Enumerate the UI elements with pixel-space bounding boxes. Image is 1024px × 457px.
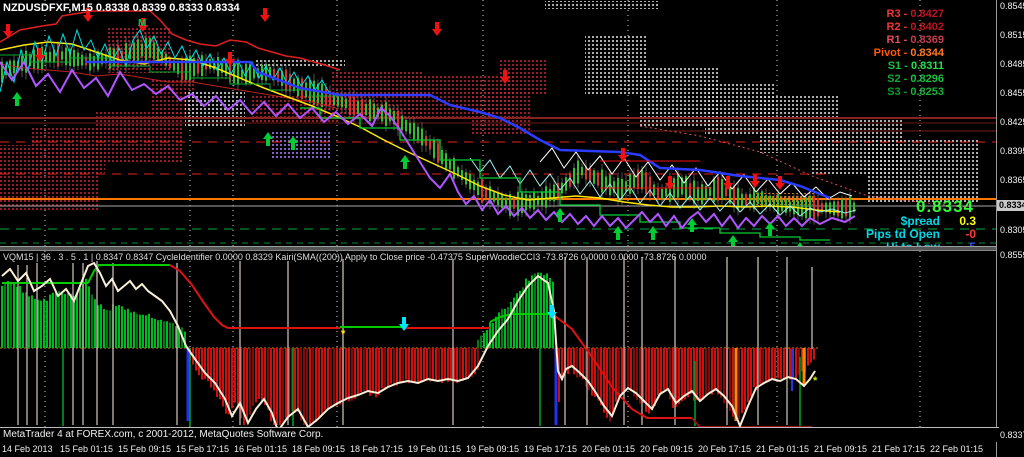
status-bar: MetaTrader 4 at FOREX.com, c 2001-2012, …: [0, 427, 999, 442]
signal-arrows: [3, 8, 803, 246]
time-axis[interactable]: 14 Feb 2013 15 Feb 01:15 15 Feb 09:15 15 Fe…: [0, 441, 1024, 457]
current-price-box: 0.8334: [997, 200, 1024, 211]
pivot-value: 0.8296: [910, 73, 944, 85]
pivot-value: 0.8311: [910, 60, 944, 72]
chart-title: NZDUSDFXF,M15 0.8338 0.8339 0.8333 0.833…: [3, 2, 240, 14]
pivot-label: Pivot -: [873, 47, 911, 59]
svg-text:M: M: [138, 18, 146, 29]
pivot-label: R2 -: [886, 21, 911, 33]
time-axis-label: 19 Feb 01:15: [408, 444, 462, 454]
pivot-value: 0.8402: [910, 21, 944, 33]
spread-label: $pread: [900, 214, 940, 228]
time-axis-label: 15 Feb 01:15: [60, 444, 114, 454]
price-axis-label: 0.8365: [1000, 175, 1024, 185]
pivot-row-s3: S3 - 0.8253: [874, 86, 944, 99]
indicator-canvas[interactable]: **: [0, 251, 996, 427]
time-axis-label: 19 Feb 09:15: [466, 444, 520, 454]
hi-to-low-label: Hi to Low: [886, 240, 940, 247]
indicator-lines: [0, 10, 969, 241]
main-chart-canvas[interactable]: M: [0, 0, 996, 246]
price-axis-label: 0.8305: [1000, 225, 1024, 235]
time-axis-label: 18 Feb 09:15: [292, 444, 346, 454]
cci-white-line: [1, 261, 816, 427]
pivot-row-r3: R3 - 0.8427: [874, 8, 945, 21]
hi-to-low-row: Hi to Low 5: [886, 240, 976, 247]
pivot-levels-panel: R3 - 0.8427 R2 - 0.8402 R1 - 0.8369 Pivot -…: [874, 8, 944, 99]
price-axis-label: 0.8395: [1000, 146, 1024, 156]
time-axis-label: 15 Feb 09:15: [118, 444, 172, 454]
hi-to-low-value: 5: [969, 240, 976, 247]
price-axis-label: 0.8545: [1000, 1, 1024, 11]
pips-to-open-value: -0: [965, 227, 976, 241]
chart-markers: M: [138, 18, 146, 29]
time-axis-label: 21 Feb 01:15: [756, 444, 810, 454]
svg-text:*: *: [341, 328, 346, 340]
signal-line-layer: [2, 264, 812, 427]
histogram-layer: [1, 272, 815, 425]
time-axis-label: 21 Feb 09:15: [814, 444, 868, 454]
time-axis-label: 19 Feb 17:15: [524, 444, 578, 454]
time-axis-label: 16 Feb 01:15: [234, 444, 288, 454]
price-axis-label: 0.8425: [1000, 117, 1024, 127]
price-axis-label: 0.8515: [1000, 30, 1024, 40]
pivot-label: R3 -: [886, 8, 911, 20]
time-axis-label: 20 Feb 01:15: [582, 444, 636, 454]
main-chart-window[interactable]: M NZDUSDFXF,M15 0.8338 0.8339 0.8333 0.8…: [0, 0, 996, 247]
time-axis-label: 20 Feb 17:15: [698, 444, 752, 454]
pips-to-open-row: Pips td Open -0: [866, 227, 976, 241]
pivot-row-s1: S1 - 0.8311: [874, 60, 944, 73]
price-axis[interactable]: 0.8334 0.8559 0.8337 0.8545 0.8515 0.8485 0…: [996, 0, 1024, 457]
price-axis-label: 0.8485: [1000, 59, 1024, 69]
pivot-row-r2: R2 - 0.8402: [874, 21, 945, 34]
indicator-subwindow[interactable]: * * VQM15 | 36 . 3 . 5 . 1 | 0.8347 0.834…: [0, 251, 996, 427]
pivot-value: 0.8344: [910, 47, 944, 59]
price-axis-label: 0.8455: [1000, 88, 1024, 98]
time-axis-label: 20 Feb 09:15: [640, 444, 694, 454]
current-price-display: 0.8334: [916, 197, 974, 216]
pivot-row-pivot: Pivot - 0.8344: [874, 47, 944, 60]
pivot-value: 0.8427: [910, 8, 944, 20]
pivot-label: S3 -: [887, 86, 911, 98]
time-axis-label: 15 Feb 17:15: [176, 444, 230, 454]
spread-value: 0.3: [959, 214, 976, 228]
sub-axis-top-label: 0.8559: [1000, 250, 1024, 260]
pivot-value: 0.8253: [910, 86, 944, 98]
time-axis-label: 22 Feb 01:15: [930, 444, 984, 454]
indicator-header: VQM15 | 36 . 3 . 5 . 1 | 0.8347 0.8347 C…: [3, 252, 707, 262]
sub-arrows: [399, 305, 557, 331]
time-axis-label: 14 Feb 2013: [2, 444, 53, 454]
window-splitter[interactable]: [0, 247, 1024, 251]
pivot-row-s2: S2 - 0.8296: [874, 73, 944, 86]
svg-text:*: *: [813, 375, 818, 387]
pivot-label: S1 -: [887, 60, 911, 72]
time-axis-label: 21 Feb 17:15: [872, 444, 926, 454]
pivot-label: S2 -: [887, 73, 911, 85]
pivot-row-r1: R1 - 0.8369: [874, 34, 945, 47]
spread-row: $pread 0.3: [901, 214, 976, 228]
time-axis-label: 18 Feb 17:15: [350, 444, 404, 454]
pivot-label: R1 -: [886, 34, 911, 46]
spike-layer: [17, 257, 813, 426]
sub-markers: **: [341, 328, 818, 387]
pips-to-open-label: Pips td Open: [865, 227, 940, 241]
sub-axis-bottom-label: 0.8337: [1000, 430, 1024, 440]
pivot-value: 0.8369: [910, 34, 944, 46]
